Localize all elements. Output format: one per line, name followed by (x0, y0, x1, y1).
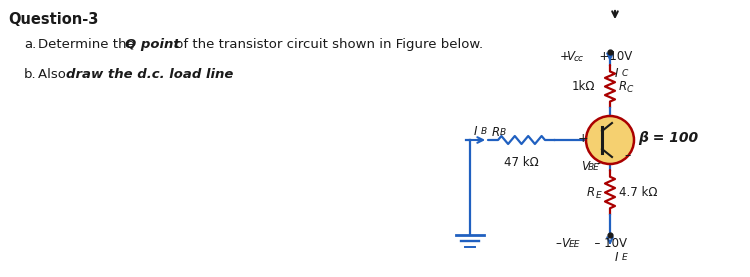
Text: Question-3: Question-3 (8, 12, 98, 27)
Text: B: B (500, 128, 506, 137)
Text: V: V (566, 50, 574, 63)
Text: I: I (615, 251, 619, 264)
Text: –: – (624, 150, 630, 163)
Text: V: V (561, 237, 569, 250)
Text: a.: a. (24, 38, 36, 51)
Text: b.: b. (24, 68, 37, 81)
Text: –: – (555, 237, 561, 250)
Text: Determine the: Determine the (38, 38, 139, 51)
Circle shape (586, 116, 634, 164)
Text: EE: EE (569, 240, 580, 249)
Text: B: B (481, 127, 488, 136)
Text: cc: cc (574, 54, 584, 63)
Text: +: + (560, 50, 570, 63)
Text: of the transistor circuit shown in Figure below.: of the transistor circuit shown in Figur… (171, 38, 483, 51)
Text: V: V (581, 160, 589, 173)
Text: I: I (615, 67, 619, 80)
Text: draw the d.c. load line: draw the d.c. load line (66, 68, 233, 81)
Text: β = 100: β = 100 (638, 131, 698, 145)
Text: 1kΩ: 1kΩ (572, 79, 595, 93)
Text: 4.7 kΩ: 4.7 kΩ (619, 186, 658, 199)
Text: .: . (206, 68, 210, 81)
Text: R: R (492, 126, 500, 139)
Text: C: C (627, 86, 633, 94)
Text: R: R (586, 186, 595, 199)
Text: E: E (596, 191, 601, 201)
Text: C: C (622, 69, 628, 78)
Text: – 10V: – 10V (587, 237, 627, 250)
Text: E: E (622, 253, 628, 262)
Text: I: I (474, 125, 478, 138)
Text: +: + (578, 132, 589, 145)
Text: BE: BE (588, 163, 600, 172)
Text: R: R (619, 79, 627, 93)
Text: 47 kΩ: 47 kΩ (504, 156, 538, 169)
Text: +10V: +10V (592, 50, 632, 63)
Text: Q point: Q point (125, 38, 180, 51)
Text: Also: Also (38, 68, 70, 81)
